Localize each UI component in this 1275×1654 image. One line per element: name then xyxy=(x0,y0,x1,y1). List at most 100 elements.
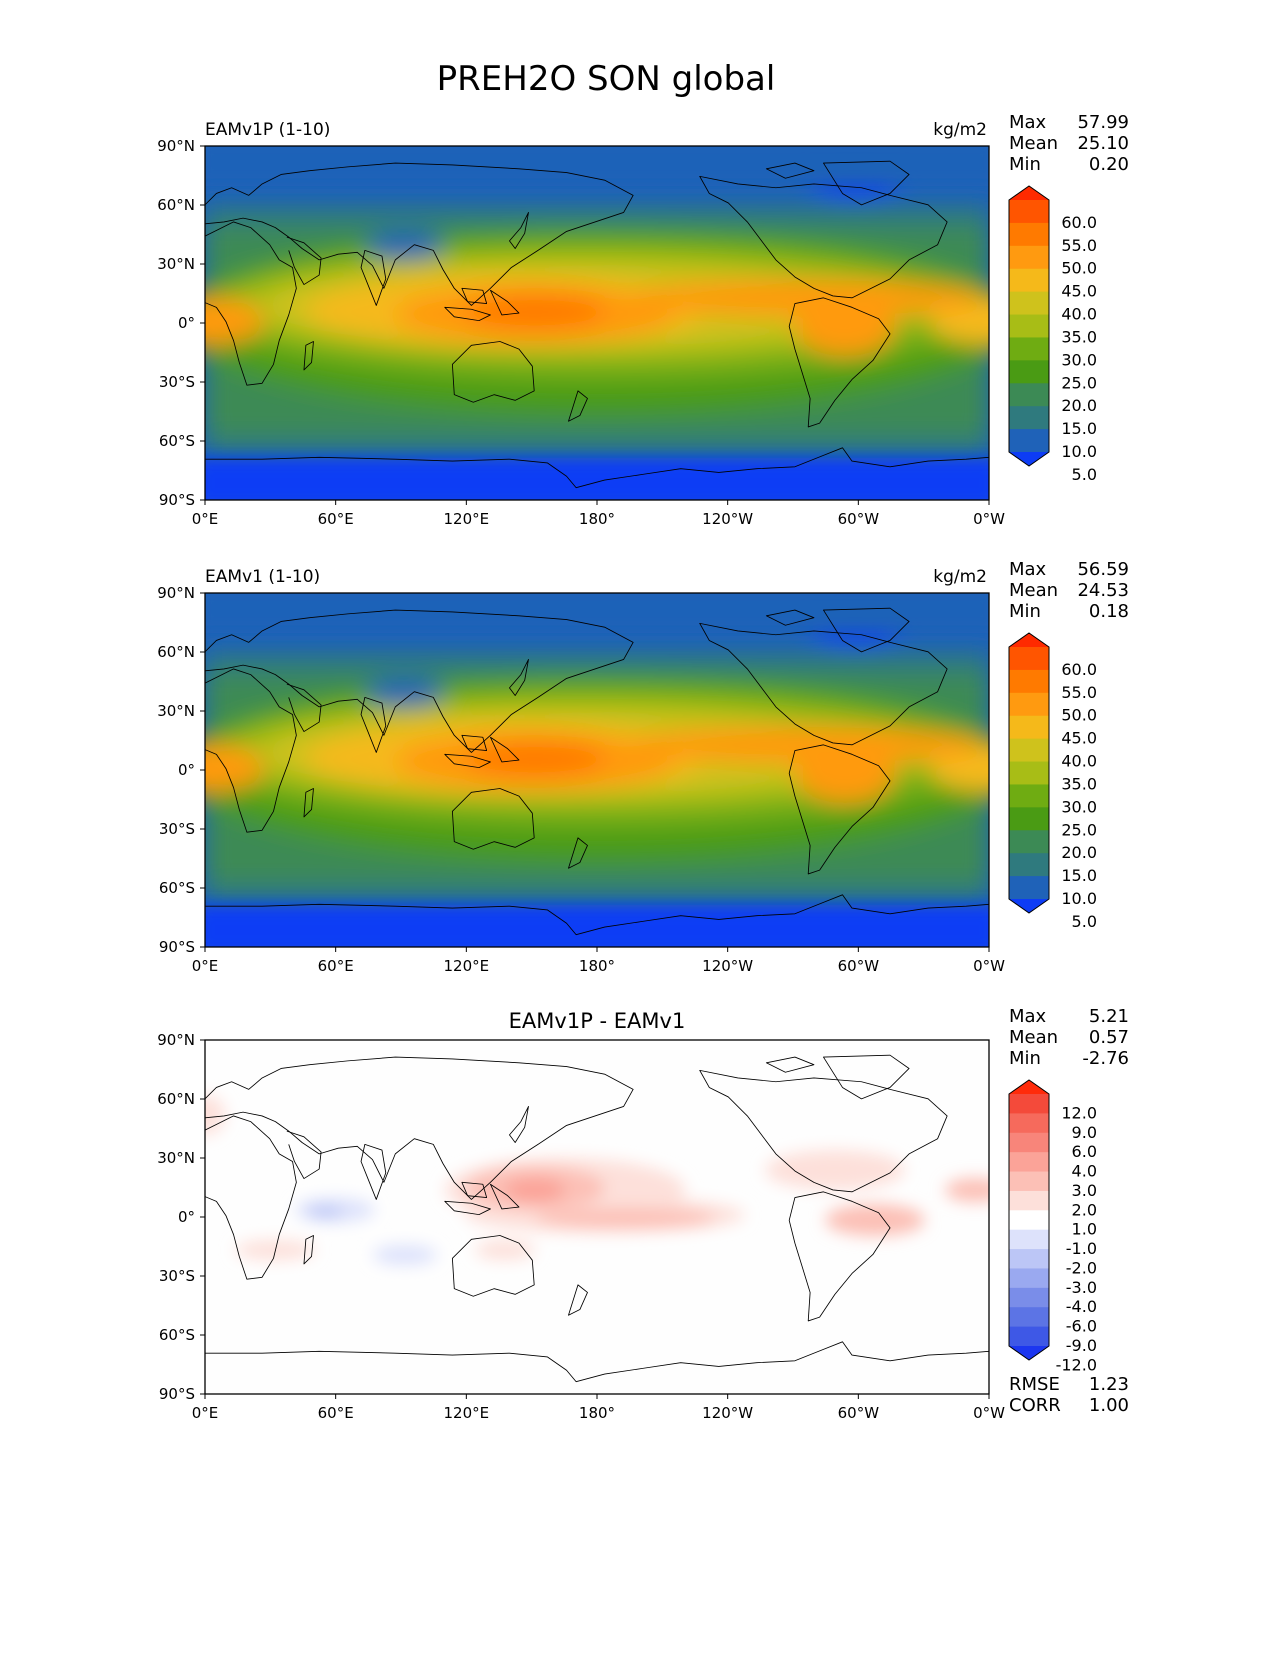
colorbar-label: 20.0 xyxy=(1061,396,1097,415)
lat-tick-label: 90°S xyxy=(159,1385,195,1403)
colorbar-outline xyxy=(1008,632,1050,914)
lat-tick-label: 60°S xyxy=(159,1326,195,1344)
colorbar-label: 10.0 xyxy=(1061,889,1097,908)
stat-value-mean: 25.10 xyxy=(1077,133,1129,154)
colorbar: 60.0 55.0 50.0 45.0 40.0 35.0 30.0 25.0 20.0 15.0… xyxy=(1008,632,1097,931)
stat-label: Max xyxy=(1009,1006,1047,1027)
colorbar-band xyxy=(1009,761,1049,785)
colorbar-label: 25.0 xyxy=(1061,373,1097,392)
colorbar-band xyxy=(1009,1113,1049,1134)
lat-tick-label: 60°N xyxy=(157,1090,195,1108)
lat-tick-label: 30°S xyxy=(159,820,195,838)
colorbar-label: -1.0 xyxy=(1066,1239,1097,1258)
colorbar-band xyxy=(1009,830,1049,854)
colorbar-label: -9.0 xyxy=(1066,1336,1097,1355)
lon-tick-label: 120°W xyxy=(702,510,753,528)
lon-tick-label: 180° xyxy=(579,1404,615,1422)
map-panel-3: EAMv1P - EAMv1 0°E 60°E 120°E 180° 120°W 60°W 0… xyxy=(157,1006,1129,1422)
colorbar-label: 6.0 xyxy=(1072,1142,1097,1161)
colorbar-label: 40.0 xyxy=(1061,305,1097,324)
lon-tick-label: 0°W xyxy=(973,1404,1005,1422)
colorbar-band xyxy=(1009,738,1049,763)
colorbar-band xyxy=(1009,876,1049,900)
lat-tick-label: 30°N xyxy=(157,702,195,720)
lon-tick-label: 120°W xyxy=(702,957,753,975)
colorbar-label: 45.0 xyxy=(1061,282,1097,301)
colorbar-label: 45.0 xyxy=(1061,729,1097,748)
lat-tick-label: 60°S xyxy=(159,432,195,450)
lat-tick-label: 90°S xyxy=(159,938,195,956)
colorbar-band xyxy=(1009,807,1049,831)
lon-tick-label: 0°E xyxy=(192,1404,219,1422)
colorbar-band xyxy=(1009,406,1049,430)
lon-tick-label: 60°E xyxy=(318,1404,354,1422)
panel-units: kg/m2 xyxy=(933,120,987,140)
colorbar-label: 2.0 xyxy=(1072,1200,1097,1219)
colorbar-extend-min xyxy=(1009,1346,1049,1360)
map-panel-1: EAMv1P (1-10) kg/m2 0°E 60°E 120°E 180° 120°W 6… xyxy=(157,112,1129,528)
colorbar-band xyxy=(1009,1210,1049,1231)
stat-label: Min xyxy=(1009,1048,1041,1069)
colorbar-band xyxy=(1009,1268,1049,1289)
lat-tick-label: 0° xyxy=(178,761,195,779)
lon-tick-label: 60°W xyxy=(838,957,880,975)
lat-tick-label: 90°S xyxy=(159,491,195,509)
colorbar-label: 4.0 xyxy=(1072,1162,1097,1181)
lon-tick-label: 0°W xyxy=(973,957,1005,975)
colorbar-band xyxy=(1009,314,1049,338)
colorbar-band xyxy=(1009,383,1049,407)
colorbar-extend-max xyxy=(1009,633,1049,647)
panel-units: kg/m2 xyxy=(933,567,987,587)
stat-label: Min xyxy=(1009,154,1041,175)
colorbar-label: 10.0 xyxy=(1061,442,1097,461)
colorbar-label: 40.0 xyxy=(1061,752,1097,771)
colorbar-label: 12.0 xyxy=(1061,1103,1097,1122)
colorbar-label: -4.0 xyxy=(1066,1297,1097,1316)
colorbar: 60.0 55.0 50.0 45.0 40.0 35.0 30.0 25.0 20.0 15.0… xyxy=(1008,185,1097,484)
lon-tick-label: 120°E xyxy=(444,957,490,975)
stat-label: Max xyxy=(1009,559,1047,580)
lat-tick-label: 90°N xyxy=(157,1031,195,1049)
colorbar-label: 20.0 xyxy=(1061,843,1097,862)
stat-label: Mean xyxy=(1009,133,1058,154)
colorbar-band xyxy=(1009,245,1049,270)
colorbar-band xyxy=(1009,1152,1049,1173)
lat-tick-label: 60°N xyxy=(157,643,195,661)
colorbar-label: 50.0 xyxy=(1061,259,1097,278)
map-panel-2: EAMv1 (1-10) kg/m2 0°E 60°E 120°E 180° 120°W 60… xyxy=(157,559,1129,975)
colorbar-extend-min xyxy=(1009,452,1049,466)
lon-tick-label: 0°W xyxy=(973,510,1005,528)
lon-tick-label: 180° xyxy=(579,510,615,528)
lon-tick-label: 0°E xyxy=(192,510,219,528)
stat-value-mean: 0.57 xyxy=(1089,1027,1129,1048)
colorbar-band xyxy=(1009,268,1049,293)
stat-label: Mean xyxy=(1009,1027,1058,1048)
colorbar: 12.09.06.04.03.02.01.0-1.0-2.0-3.0-4.0-6… xyxy=(1008,1079,1097,1374)
lat-tick-label: 90°N xyxy=(157,137,195,155)
colorbar-label: 35.0 xyxy=(1061,327,1097,346)
panel-title: EAMv1P (1-10) xyxy=(205,120,330,140)
colorbar-label: -12.0 xyxy=(1056,1355,1097,1374)
colorbar-extend-max xyxy=(1009,186,1049,200)
colorbar-outline xyxy=(1008,185,1050,467)
colorbar-band xyxy=(1009,222,1049,247)
lat-tick-label: 30°N xyxy=(157,255,195,273)
colorbar-label: 1.0 xyxy=(1072,1220,1097,1239)
stat-value-min: 0.18 xyxy=(1089,601,1129,622)
colorbar-band xyxy=(1009,1307,1049,1328)
lon-tick-label: 60°W xyxy=(838,510,880,528)
colorbar-band xyxy=(1009,337,1049,361)
colorbar-band xyxy=(1009,429,1049,453)
colorbar-label: 5.0 xyxy=(1072,465,1097,484)
stat-value-rmse: 1.23 xyxy=(1089,1374,1129,1395)
colorbar-label: 15.0 xyxy=(1061,866,1097,885)
stat-value-max: 5.21 xyxy=(1089,1006,1129,1027)
colorbar-band xyxy=(1009,1326,1049,1347)
colorbar-label: -3.0 xyxy=(1066,1278,1097,1297)
colorbar-band xyxy=(1009,715,1049,740)
lat-tick-label: 60°N xyxy=(157,196,195,214)
stat-value-min: -2.76 xyxy=(1082,1048,1129,1069)
colorbar-label: 3.0 xyxy=(1072,1181,1097,1200)
lat-tick-label: 0° xyxy=(178,1208,195,1226)
colorbar-label: 5.0 xyxy=(1072,912,1097,931)
